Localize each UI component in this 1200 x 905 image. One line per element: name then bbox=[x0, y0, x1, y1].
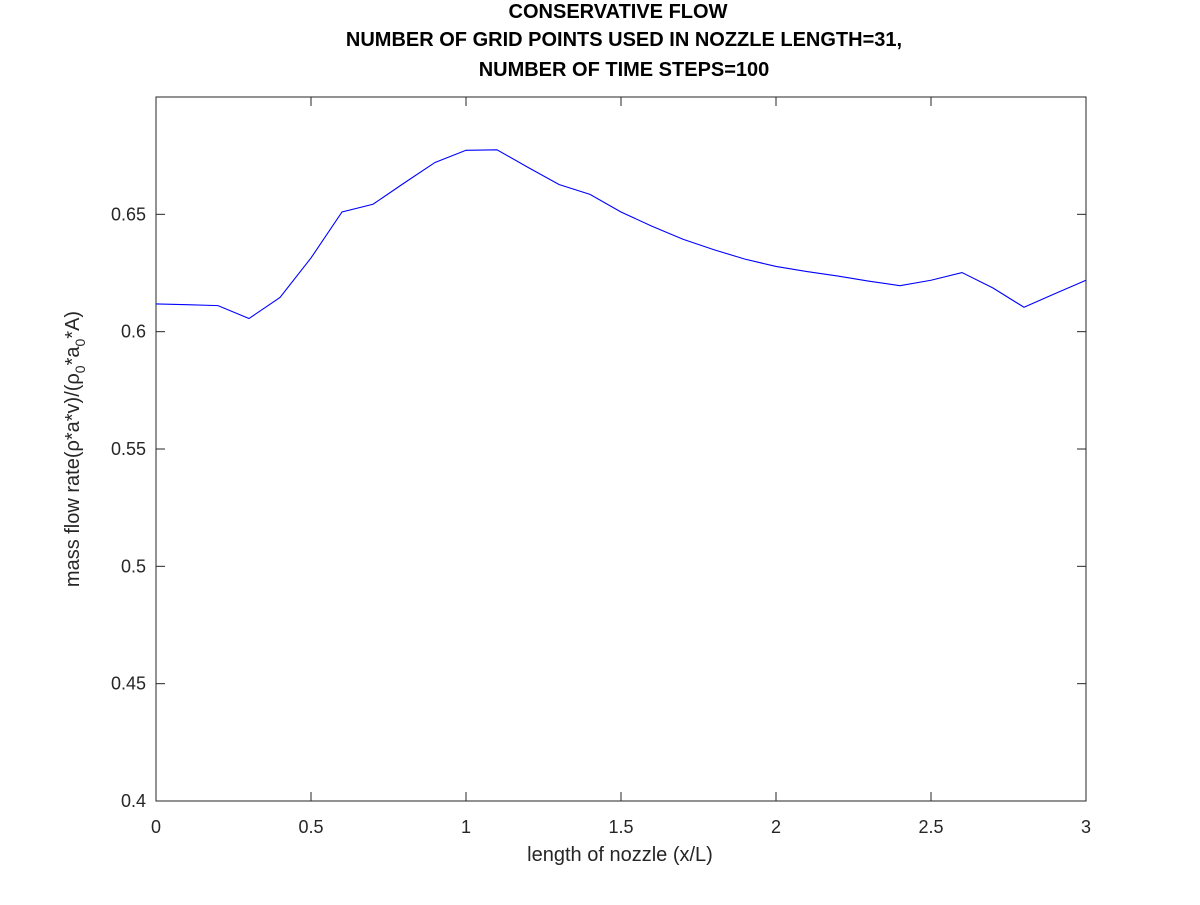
y-tick-label: 0.5 bbox=[121, 556, 146, 576]
chart-title-line-2: NUMBER OF GRID POINTS USED IN NOZZLE LEN… bbox=[346, 29, 902, 51]
chart-title-line-1: CONSERVATIVE FLOW bbox=[509, 1, 728, 23]
series-line bbox=[155, 149, 1087, 320]
x-tick-label: 0.5 bbox=[298, 817, 323, 837]
x-axis-label: length of nozzle (x/L) bbox=[527, 844, 713, 866]
x-tick-label: 0 bbox=[151, 817, 161, 837]
x-tick-label: 2 bbox=[771, 817, 781, 837]
y-tick-label: 0.65 bbox=[111, 204, 146, 224]
y-axis-label-mid: *a bbox=[62, 346, 84, 366]
y-axis-label-prefix: mass flow rate(ρ*a*v)/(ρ bbox=[62, 373, 84, 587]
x-tick-label: 2.5 bbox=[918, 817, 943, 837]
chart-title-line-3: NUMBER OF TIME STEPS=100 bbox=[479, 59, 770, 81]
series-layer bbox=[155, 149, 1087, 320]
y-tick-label: 0.55 bbox=[111, 439, 146, 459]
y-axis-label-sub-rho: 0 bbox=[72, 365, 88, 373]
y-tick-label: 0.4 bbox=[121, 791, 146, 811]
y-axis-label-sub-a: 0 bbox=[72, 338, 88, 346]
y-tick-label: 0.6 bbox=[121, 322, 146, 342]
x-tick-label: 1.5 bbox=[608, 817, 633, 837]
x-tick-label: 1 bbox=[461, 817, 471, 837]
y-axis-ticks: 0.4 0.45 0.5 0.55 0.6 0.65 bbox=[111, 204, 1086, 811]
y-axis-label: mass flow rate(ρ*a*v)/(ρ0*a0*A) bbox=[62, 311, 88, 587]
y-tick-label: 0.45 bbox=[111, 674, 146, 694]
x-axis-ticks: 0 0.5 1 1.5 2 2.5 3 bbox=[151, 97, 1091, 837]
plot-area-frame bbox=[155, 96, 1087, 802]
x-tick-label: 3 bbox=[1081, 817, 1091, 837]
y-axis-label-suffix: *A) bbox=[62, 311, 84, 339]
